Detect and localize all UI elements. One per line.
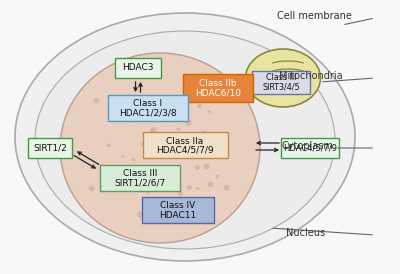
Text: SIRT1/2: SIRT1/2: [33, 144, 67, 153]
Text: Mitochondria: Mitochondria: [279, 71, 343, 81]
FancyBboxPatch shape: [281, 138, 339, 158]
Ellipse shape: [35, 31, 335, 249]
Text: Class III: Class III: [266, 73, 296, 82]
Text: SIRT1/2/6/7: SIRT1/2/6/7: [114, 178, 166, 187]
Ellipse shape: [60, 53, 260, 243]
FancyBboxPatch shape: [142, 197, 214, 223]
FancyBboxPatch shape: [28, 138, 72, 158]
Text: HDAC6/10: HDAC6/10: [195, 89, 241, 98]
Text: Class III: Class III: [123, 170, 157, 178]
FancyBboxPatch shape: [115, 58, 161, 78]
FancyBboxPatch shape: [142, 132, 228, 158]
Text: HDAC3: HDAC3: [122, 64, 154, 73]
Ellipse shape: [15, 13, 355, 261]
FancyBboxPatch shape: [252, 70, 310, 93]
Text: Nucleus: Nucleus: [286, 228, 325, 238]
Text: Class IV: Class IV: [160, 201, 196, 210]
Text: HDAC1/2/3/8: HDAC1/2/3/8: [119, 109, 177, 118]
Text: HDAC4/5/7/9: HDAC4/5/7/9: [283, 144, 337, 153]
Text: Class IIb: Class IIb: [199, 79, 237, 89]
FancyBboxPatch shape: [183, 74, 253, 102]
Text: SIRT3/4/5: SIRT3/4/5: [262, 82, 300, 92]
Text: Cell membrane: Cell membrane: [277, 11, 352, 21]
Text: Class I: Class I: [134, 99, 162, 109]
Text: HDAC4/5/7/9: HDAC4/5/7/9: [156, 145, 214, 155]
FancyBboxPatch shape: [100, 165, 180, 191]
Text: Class IIa: Class IIa: [166, 136, 204, 145]
Ellipse shape: [246, 49, 320, 107]
FancyBboxPatch shape: [108, 95, 188, 121]
Text: Cytoplasm: Cytoplasm: [282, 141, 334, 151]
Text: HDAC11: HDAC11: [159, 210, 197, 219]
